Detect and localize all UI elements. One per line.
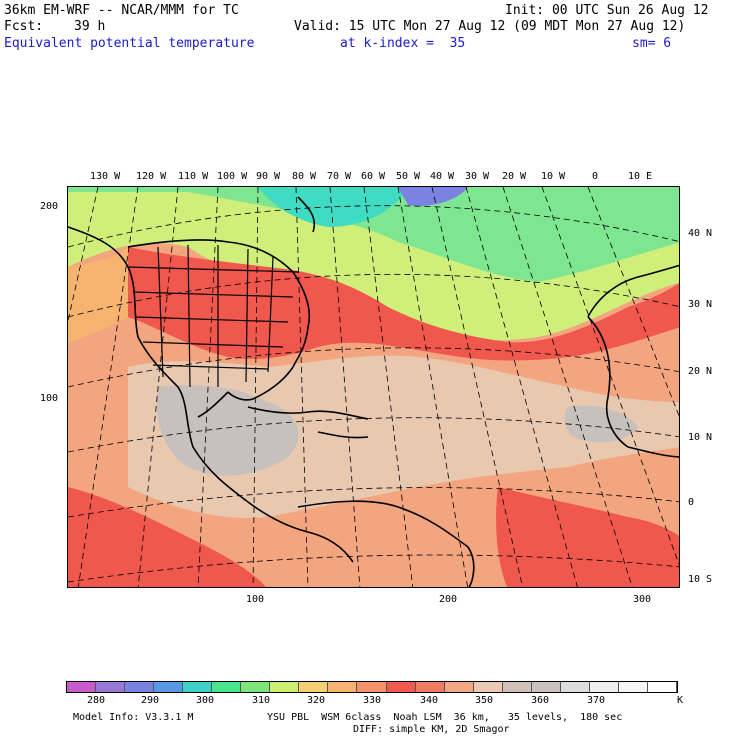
lat-label: 40 N: [688, 228, 713, 239]
colorbar-swatch: [270, 682, 300, 692]
colorbar-swatch: [531, 682, 561, 692]
colorbar-label: 310: [251, 695, 271, 706]
gray-zone-africa: [564, 405, 638, 443]
colorbar-label: 290: [140, 695, 160, 706]
lat-label: 30 N: [688, 299, 713, 310]
colorbar-swatch: [241, 682, 271, 692]
init-time: Init: 00 UTC Sun 26 Aug 12: [505, 3, 709, 18]
lon-label: 100 W: [217, 171, 248, 182]
lon-label: 80 W: [292, 171, 317, 182]
colorbar: [66, 681, 678, 693]
tan-zone: [128, 355, 679, 518]
lat-label: 10 S: [688, 574, 713, 585]
colorbar-swatch: [473, 682, 503, 692]
blue-zone: [398, 187, 468, 207]
grid-y-label: 200: [40, 201, 59, 212]
smoothing: sm= 6: [632, 36, 672, 51]
colorbar-swatch: [589, 682, 619, 692]
colorbar-swatch: [154, 682, 184, 692]
forecast-label: Fcst:: [4, 19, 44, 34]
colorbar-swatch: [444, 682, 474, 692]
lon-label: 70 W: [327, 171, 352, 182]
colorbar-swatch: [328, 682, 358, 692]
colorbar-swatch: [560, 682, 590, 692]
lon-label: 130 W: [90, 171, 121, 182]
colorbar-swatch: [357, 682, 387, 692]
colorbar-label: 370: [586, 695, 606, 706]
valid-time: Valid: 15 UTC Mon 27 Aug 12 (09 MDT Mon …: [294, 19, 686, 34]
map-canvas: [68, 187, 679, 587]
lat-label: 0: [688, 497, 695, 508]
level-index: at k-index = 35: [340, 36, 466, 51]
coastlines: [68, 196, 679, 587]
lat-label: 10 N: [688, 432, 713, 443]
colorbar-label: 330: [362, 695, 382, 706]
lon-label: 90 W: [256, 171, 281, 182]
theta-e-map: [67, 186, 680, 588]
colorbar-swatch: [96, 682, 126, 692]
colorbar-label: 300: [195, 695, 215, 706]
colorbar-unit: K: [676, 695, 684, 706]
colorbar-swatch: [183, 682, 213, 692]
lon-label: 30 W: [465, 171, 490, 182]
colorbar-swatch: [67, 682, 97, 692]
lon-label: 20 W: [502, 171, 527, 182]
colorbar-label: 320: [306, 695, 326, 706]
colorbar-swatch: [386, 682, 416, 692]
diffusion-info: DIFF: simple KM, 2D Smagor: [353, 724, 510, 735]
colorbar-label: 350: [474, 695, 494, 706]
colorbar-label: 360: [530, 695, 550, 706]
grid-x-label: 300: [633, 594, 652, 605]
west-orange-zone: [68, 247, 128, 342]
red-band: [128, 247, 679, 361]
field-name: Equivalent potential temperature: [4, 36, 255, 51]
teal-zone: [258, 187, 408, 227]
grid-y-label: 100: [40, 393, 59, 404]
south-atlantic-red-zone: [496, 487, 679, 587]
colorbar-swatch: [502, 682, 532, 692]
lon-label: 10 W: [541, 171, 566, 182]
physics-info: YSU PBL WSM 6class Noah LSM 36 km, 35 le…: [267, 712, 623, 723]
pacific-red-zone: [68, 487, 267, 587]
colorbar-swatch: [618, 682, 648, 692]
lat-label: 20 N: [688, 366, 713, 377]
lon-label: 120 W: [136, 171, 167, 182]
lon-label: 0: [592, 171, 599, 182]
graticule: [68, 187, 679, 587]
colorbar-swatch: [125, 682, 155, 692]
gray-zone-gulf: [156, 385, 299, 476]
model-title: 36km EM-WRF -- NCAR/MMM for TC: [4, 3, 239, 18]
colorbar-swatch: [415, 682, 445, 692]
grid-x-label: 200: [439, 594, 458, 605]
state-borders: [127, 244, 299, 388]
lon-label: 60 W: [361, 171, 386, 182]
lon-label: 10 E: [628, 171, 653, 182]
lon-label: 50 W: [396, 171, 421, 182]
lon-label: 110 W: [178, 171, 209, 182]
colorbar-swatch: [212, 682, 242, 692]
colorbar-label: 340: [419, 695, 439, 706]
colorbar-label: 280: [86, 695, 106, 706]
model-info: Model Info: V3.3.1 M: [73, 712, 194, 723]
colorbar-swatch: [299, 682, 329, 692]
forecast-hour: 39 h: [74, 19, 106, 34]
grid-x-label: 100: [246, 594, 265, 605]
colorbar-swatch: [647, 682, 677, 692]
lon-label: 40 W: [430, 171, 455, 182]
